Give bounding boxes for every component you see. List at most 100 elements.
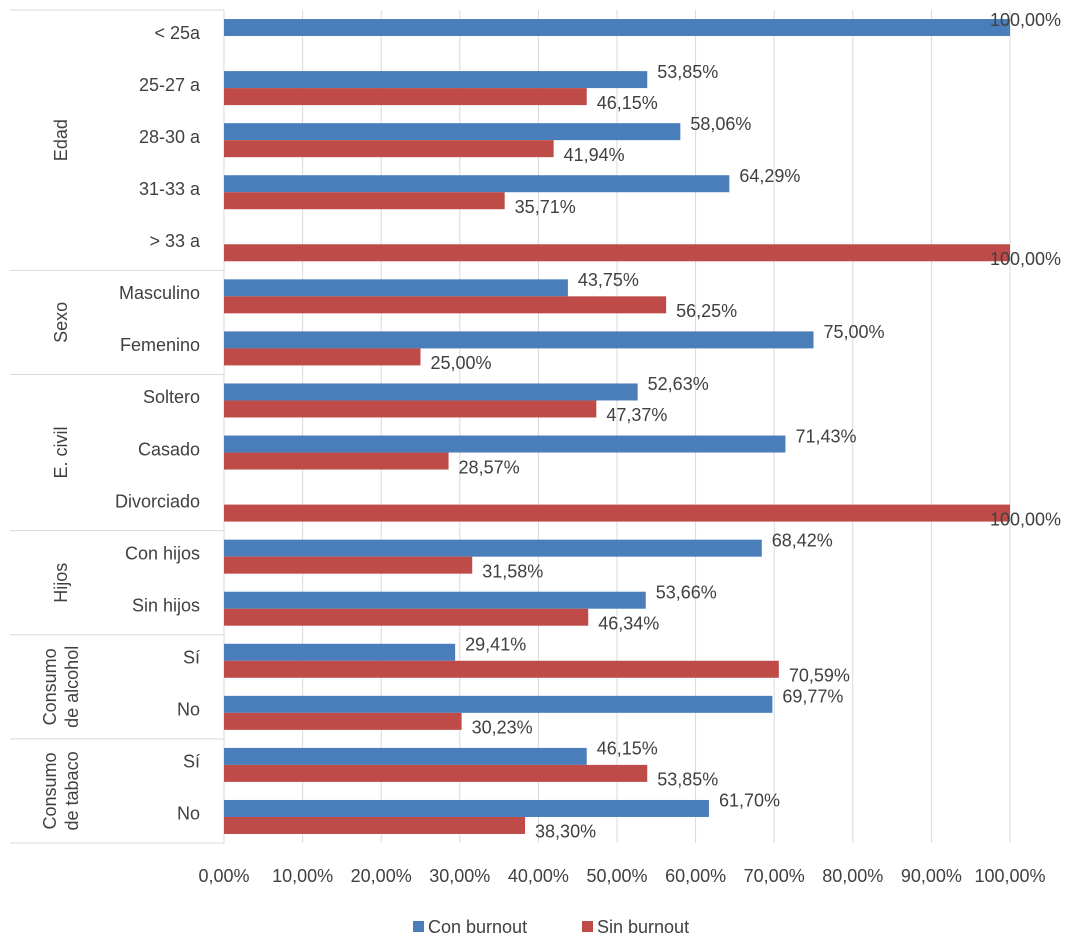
bar: [224, 816, 526, 834]
bar: [224, 175, 730, 193]
bar: [224, 88, 587, 106]
data-label: 61,70%: [719, 791, 780, 811]
data-label: 53,85%: [657, 770, 718, 790]
data-label: 75,00%: [824, 322, 885, 342]
y-tick-label: 28-30 a: [139, 127, 201, 147]
data-label: 68,42%: [772, 530, 833, 550]
bar: [224, 71, 648, 89]
data-label: 29,41%: [465, 635, 526, 655]
x-tick-label: 20,00%: [351, 866, 412, 886]
legend-swatch: [413, 921, 424, 932]
bar: [224, 123, 681, 141]
legend-label: Sin burnout: [597, 917, 689, 936]
x-tick-label: 60,00%: [665, 866, 726, 886]
bar: [224, 764, 648, 782]
data-label: 47,37%: [606, 405, 667, 425]
group-label: Consumo de alcohol: [40, 646, 82, 728]
bar: [224, 296, 667, 314]
x-tick-label: 10,00%: [272, 866, 333, 886]
bar: [224, 539, 762, 557]
bar: [224, 591, 646, 609]
y-tick-label: No: [177, 804, 200, 824]
data-label: 100,00%: [990, 249, 1061, 269]
group-label: Edad: [51, 119, 71, 161]
x-tick-label: 90,00%: [901, 866, 962, 886]
data-label: 41,94%: [564, 145, 625, 165]
legend-label: Con burnout: [428, 917, 527, 936]
bar: [224, 747, 587, 765]
x-tick-label: 80,00%: [822, 866, 883, 886]
x-tick-label: 70,00%: [744, 866, 805, 886]
data-label: 25,00%: [431, 353, 492, 373]
data-label: 46,15%: [597, 739, 658, 759]
data-label: 53,66%: [656, 582, 717, 602]
data-label: 28,57%: [459, 457, 520, 477]
bar: [224, 660, 779, 678]
bar: [224, 452, 449, 470]
data-label: 46,15%: [597, 93, 658, 113]
bar: [224, 400, 597, 418]
data-label: 64,29%: [739, 166, 800, 186]
group-label: Consumo de tabaco: [40, 751, 82, 830]
group-label-line: E. civil: [51, 427, 71, 479]
x-tick-label: 40,00%: [508, 866, 569, 886]
group-label-line: Edad: [51, 119, 71, 161]
group-label-line: Consumo: [40, 752, 60, 829]
group-label: Hijos: [51, 563, 71, 603]
y-tick-label: Sin hijos: [132, 595, 200, 615]
y-tick-label: 31-33 a: [139, 179, 201, 199]
bar: [224, 192, 505, 210]
data-label: 100,00%: [990, 10, 1061, 30]
data-label: 100,00%: [990, 509, 1061, 529]
y-tick-label: < 25a: [154, 23, 201, 43]
data-label: 52,63%: [648, 374, 709, 394]
bar: [224, 504, 1010, 522]
group-label: E. civil: [51, 427, 71, 479]
y-tick-label: Soltero: [143, 387, 200, 407]
group-label-line: de alcohol: [62, 646, 82, 728]
data-label: 46,34%: [598, 613, 659, 633]
y-tick-label: Femenino: [120, 335, 200, 355]
bar: [224, 695, 773, 713]
bar: [224, 140, 554, 158]
group-label-line: de tabaco: [62, 751, 82, 830]
data-label: 38,30%: [535, 822, 596, 842]
data-label: 53,85%: [657, 62, 718, 82]
data-label: 35,71%: [515, 197, 576, 217]
data-label: 70,59%: [789, 666, 850, 686]
data-label: 58,06%: [690, 114, 751, 134]
y-tick-label: Sí: [183, 648, 200, 668]
bar: [224, 799, 709, 817]
bar: [224, 608, 589, 626]
bar: [224, 383, 638, 401]
x-tick-label: 50,00%: [586, 866, 647, 886]
y-tick-label: > 33 a: [149, 231, 201, 251]
x-tick-label: 0,00%: [198, 866, 249, 886]
data-label: 43,75%: [578, 270, 639, 290]
data-label: 56,25%: [676, 301, 737, 321]
data-label: 31,58%: [482, 561, 543, 581]
group-label: Sexo: [51, 302, 71, 343]
data-label: 30,23%: [472, 718, 533, 738]
y-tick-label: 25-27 a: [139, 75, 201, 95]
data-label: 69,77%: [782, 687, 843, 707]
y-tick-label: No: [177, 700, 200, 720]
data-label: 71,43%: [795, 426, 856, 446]
y-tick-label: Masculino: [119, 283, 200, 303]
bar: [224, 19, 1010, 37]
bar: [224, 556, 473, 574]
bar: [224, 244, 1010, 262]
group-label-line: Consumo: [40, 648, 60, 725]
bar: [224, 279, 568, 297]
group-label-line: Sexo: [51, 302, 71, 343]
y-tick-label: Casado: [138, 439, 200, 459]
y-tick-label: Con hijos: [125, 543, 200, 563]
x-tick-label: 100,00%: [974, 866, 1045, 886]
bar: [224, 643, 456, 661]
bar: [224, 712, 462, 730]
y-tick-label: Divorciado: [115, 491, 200, 511]
group-label-line: Hijos: [51, 563, 71, 603]
bar: [224, 435, 786, 453]
bar: [224, 331, 814, 349]
